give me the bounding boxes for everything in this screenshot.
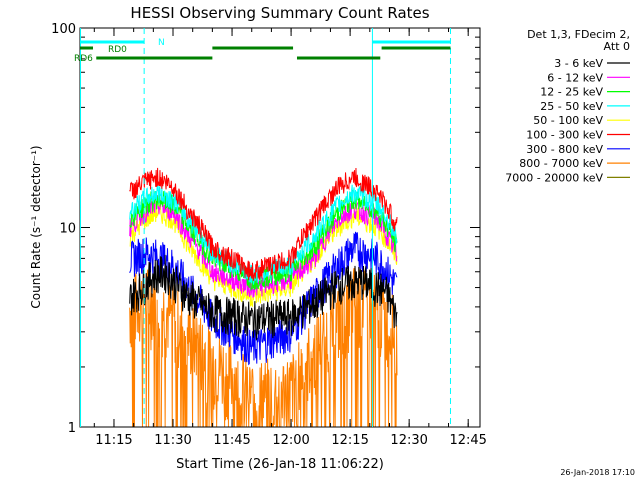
y-axis-label: Count Rate (s⁻¹ detector⁻¹) (29, 145, 43, 308)
plot-frame (79, 27, 481, 428)
legend-label: 12 - 25 keV (540, 86, 603, 99)
flag-label-n: N (158, 38, 165, 48)
series-line-1 (129, 195, 398, 298)
plot-area (129, 167, 398, 428)
series-line-5 (129, 167, 398, 281)
x-tick-label: 12:15 (331, 433, 368, 448)
date-stamp: 26-Jan-2018 17:10 (560, 468, 635, 477)
y-tick-label: 10 (59, 222, 76, 237)
series-line-0 (129, 254, 398, 341)
legend-label: 6 - 12 keV (547, 71, 603, 84)
flag-label-rd0: RD0 (108, 45, 127, 55)
y-tick-label: 100 (51, 22, 76, 37)
x-tick-label: 12:30 (390, 433, 427, 448)
x-tick-label: 11:30 (154, 433, 191, 448)
legend-label: 50 - 100 keV (533, 114, 603, 127)
legend-header-line: Det 1,3, FDecim 2, (527, 28, 630, 41)
legend-label: 800 - 7000 keV (519, 157, 603, 170)
legend-label: 7000 - 20000 keV (505, 171, 603, 184)
x-tick-label: 11:45 (213, 433, 250, 448)
x-tick-label: 12:00 (272, 433, 309, 448)
flag-label-rd6: RD6 (74, 54, 93, 64)
legend-label: 25 - 50 keV (540, 100, 603, 113)
x-tick-label: 12:45 (449, 433, 486, 448)
x-axis-ticks: 11:15 11:30 11:45 12:00 12:15 12:30 12:45 (93, 28, 487, 448)
annotation-layer: N RD0 RD6 (74, 28, 451, 427)
legend-label: 3 - 6 keV (554, 57, 603, 70)
legend-header-line: Att 0 (604, 40, 630, 53)
y-tick-label: 1 (68, 421, 76, 436)
series-line-7 (129, 267, 398, 428)
chart-title: HESSI Observing Summary Count Rates (130, 4, 429, 22)
legend-label: 100 - 300 keV (526, 129, 603, 142)
legend-label: 300 - 800 keV (526, 143, 603, 156)
x-axis-label: Start Time (26-Jan-18 11:06:22) (176, 457, 384, 472)
x-tick-label: 11:15 (95, 433, 132, 448)
